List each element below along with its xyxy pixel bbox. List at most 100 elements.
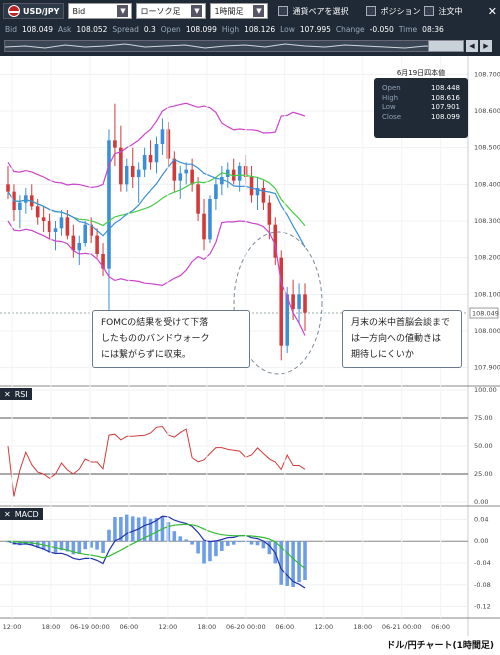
y-tick-label: 108.600 (474, 107, 500, 115)
currency-pair-selector[interactable]: USD/JPY (3, 3, 65, 19)
macd-histogram-bar (249, 541, 254, 545)
candle-body (77, 243, 82, 251)
x-tick-label: 12:00 (3, 623, 22, 631)
select-pair-label[interactable]: 通貨ペアを選択 (292, 6, 349, 16)
macd-histogram-bar (113, 516, 117, 542)
close-icon[interactable]: ✕ (4, 389, 11, 399)
change-value: -0.050 (369, 24, 394, 34)
x-tick-label: 18:00 (197, 623, 216, 631)
candle-body (255, 188, 260, 196)
bollinger-bands (7, 102, 306, 336)
rsi-tick-label: 100.00 (474, 386, 497, 394)
macd-histogram-bar (71, 541, 76, 555)
macd-tick-label: 0.00 (474, 537, 488, 545)
open-label: Open (160, 24, 181, 34)
scroll-thumb[interactable] (428, 40, 464, 52)
annotation-right: 月末の米中首脳会談まで は一方向への値動きは 期待しにくいか (342, 310, 462, 368)
macd-panel-tab[interactable]: ✕ MACD (0, 508, 43, 520)
close-icon[interactable]: ✕ (487, 4, 497, 18)
price-type-dropdown[interactable]: Bid ▼ (68, 3, 133, 19)
macd-histogram-bar (130, 516, 135, 542)
macd-histogram-bar (125, 514, 129, 542)
candle-body (95, 235, 99, 254)
macd-histogram-bar (119, 516, 123, 542)
scroll-left-button[interactable]: ◀ (466, 40, 478, 52)
y-tick-label: 108.300 (474, 217, 500, 225)
candle-body (136, 169, 141, 177)
scroll-right-button[interactable]: ▶ (480, 40, 492, 52)
chart-type-dropdown[interactable]: ローソク足 ▼ (136, 3, 207, 19)
scroll-track[interactable] (4, 40, 464, 52)
position-checkbox[interactable] (366, 6, 377, 16)
rsi-panel-tab[interactable]: ✕ RSI (0, 388, 32, 400)
macd-histogram-bar (202, 541, 206, 564)
candle-body (202, 213, 206, 240)
position-label[interactable]: ポジション (380, 6, 421, 16)
macd-histogram-bar (142, 516, 147, 542)
y-tick-label: 108.200 (474, 254, 500, 262)
candle-body (142, 155, 147, 170)
macd-histogram-bar (18, 541, 22, 546)
macd-histogram-bar (225, 541, 230, 546)
macd-histogram-bar (184, 539, 188, 542)
candle-body (107, 140, 111, 269)
moving-average-line (7, 158, 306, 248)
candle-body (47, 221, 52, 232)
macd-histogram-bar (237, 541, 242, 543)
candle-body (119, 147, 123, 185)
macd-tick-label: -0.04 (474, 559, 491, 567)
x-tick-label: 12:00 (314, 623, 333, 631)
y-tick-label: 108.500 (474, 144, 500, 152)
macd-histogram-bar (95, 541, 99, 550)
macd-histogram-bar (267, 541, 272, 555)
order-checkbox[interactable] (424, 6, 435, 16)
us-flag-icon (8, 5, 20, 17)
order-label[interactable]: 注文中 (438, 6, 463, 16)
spread-label: Spread (112, 24, 139, 34)
candle-body (237, 166, 242, 181)
rsi-line (7, 425, 306, 497)
y-tick-label: 107.900 (474, 364, 500, 372)
x-tick-label: 06:00 (431, 623, 450, 631)
time-value: 08:36 (422, 24, 444, 34)
candle-body (196, 184, 200, 214)
select-pair-checkbox[interactable] (278, 6, 289, 16)
x-tick-label: 18:00 (353, 623, 372, 631)
x-tick-label: 06-21 00:00 (382, 623, 422, 631)
high-label: High (221, 24, 240, 34)
chevron-down-icon: ▼ (253, 5, 265, 17)
candle-body (53, 228, 58, 232)
close-icon[interactable]: ✕ (4, 509, 11, 519)
timeframe-dropdown[interactable]: 1時間足 ▼ (210, 3, 269, 19)
high-value: 108.126 (244, 24, 276, 34)
candle-body (83, 224, 88, 243)
ohlc-close-value: 108.099 (431, 112, 460, 121)
candle-body (249, 177, 254, 196)
macd-histogram-bar (59, 541, 64, 551)
chevron-down-icon: ▼ (117, 5, 129, 17)
candle-body (220, 177, 224, 185)
candle-body (89, 224, 93, 236)
candle-body (279, 257, 284, 346)
candle-body (59, 217, 64, 229)
annotation-left-line: FOMCの結果を受けて下落 (101, 318, 209, 328)
candle-body (261, 188, 266, 203)
candle-body (24, 195, 28, 203)
candle-body (231, 169, 236, 181)
candle-body (18, 202, 22, 210)
ohlc-title: 6月19日四本値 (396, 69, 446, 77)
signal-line (7, 523, 306, 570)
ohlc-panel: Open 108.448 High 108.616 Low 107.901 Close… (374, 78, 468, 138)
ohlc-high-value: 108.616 (431, 93, 460, 102)
macd-histogram-bar (285, 541, 289, 587)
macd-histogram-bar (148, 518, 153, 542)
x-tick-label: 06-19 00:00 (70, 623, 110, 631)
macd-histogram-bar (279, 541, 284, 585)
low-label: Low (280, 24, 295, 34)
macd-histogram-bar (303, 541, 307, 580)
toolbar: USD/JPY Bid ▼ ローソク足 ▼ 1時間足 ▼ 通貨ペアを選択 ポジシ… (0, 0, 500, 22)
x-tick-label: 06-20 00:00 (226, 623, 266, 631)
macd-histogram-bar (297, 541, 301, 583)
candle-body (101, 254, 105, 269)
macd-histogram-bar (65, 541, 70, 552)
